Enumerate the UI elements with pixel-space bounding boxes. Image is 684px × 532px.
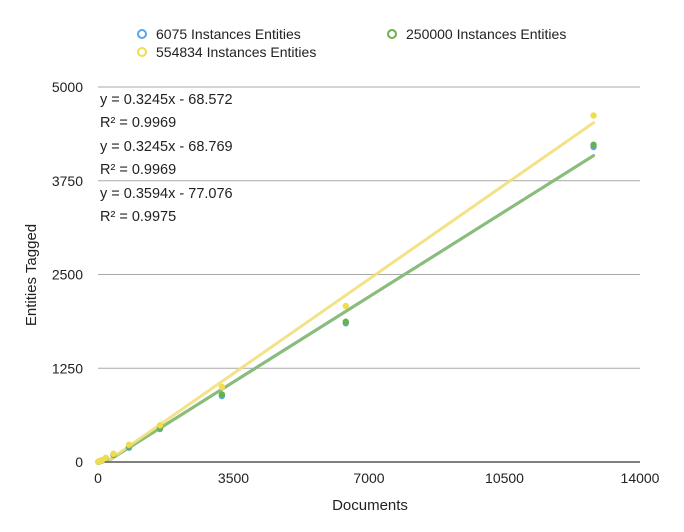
gridlines <box>98 86 640 369</box>
trendline-equations: y = 0.3245x - 68.572 R² = 0.9969 y = 0.324… <box>100 92 233 225</box>
r-squared-label: R² = 0.9969 <box>100 115 176 131</box>
trendline-equation: y = 0.3245x - 68.572 <box>100 92 233 108</box>
legend-label-series-1: 6075 Instances Entities <box>156 26 301 42</box>
y-tick-label: 3750 <box>52 173 83 189</box>
data-point-series-3 <box>125 441 133 448</box>
data-point-series-3 <box>110 450 117 457</box>
data-point-series-3 <box>342 302 349 310</box>
legend: 6075 Instances Entities 250000 Instances … <box>137 26 566 60</box>
data-point-series-3 <box>102 454 109 462</box>
y-axis-title: Entities Tagged <box>23 224 40 326</box>
x-tick-label: 14000 <box>621 470 660 486</box>
y-tick-label: 0 <box>75 454 83 470</box>
y-tick-label: 1250 <box>52 360 83 376</box>
x-axis-title: Documents <box>332 497 408 514</box>
axes: 0 1250 2500 3750 5000 0 3500 7000 10500 14000 <box>52 79 660 486</box>
legend-marker-series-2 <box>387 29 397 39</box>
r-squared-label: R² = 0.9975 <box>100 209 176 225</box>
data-point-series-3 <box>156 422 164 429</box>
data-point-series-2 <box>218 391 226 398</box>
r-squared-label: R² = 0.9969 <box>100 162 176 178</box>
x-tick-label: 7000 <box>353 470 384 486</box>
x-tick-label: 3500 <box>218 470 249 486</box>
trendline-series-2 <box>108 154 596 462</box>
y-tick-label: 5000 <box>52 79 83 95</box>
data-point-series-3 <box>590 112 597 119</box>
y-tick-label: 2500 <box>52 267 83 283</box>
data-point-series-3 <box>218 383 226 391</box>
trendline-series-3 <box>108 121 596 462</box>
data-point-series-2 <box>342 318 349 325</box>
trendlines <box>108 121 596 462</box>
legend-label-series-2: 250000 Instances Entities <box>406 26 566 42</box>
legend-marker-series-1 <box>137 29 147 39</box>
data-points <box>95 112 597 465</box>
legend-label-series-3: 554834 Instances Entities <box>156 44 316 60</box>
x-tick-label: 10500 <box>485 470 524 486</box>
data-point-series-2 <box>590 141 597 148</box>
trendline-equation: y = 0.3594x - 77.076 <box>100 186 233 202</box>
legend-marker-series-3 <box>137 47 147 57</box>
trendline-equation: y = 0.3245x - 68.769 <box>100 139 233 155</box>
x-tick-label: 0 <box>94 470 102 486</box>
